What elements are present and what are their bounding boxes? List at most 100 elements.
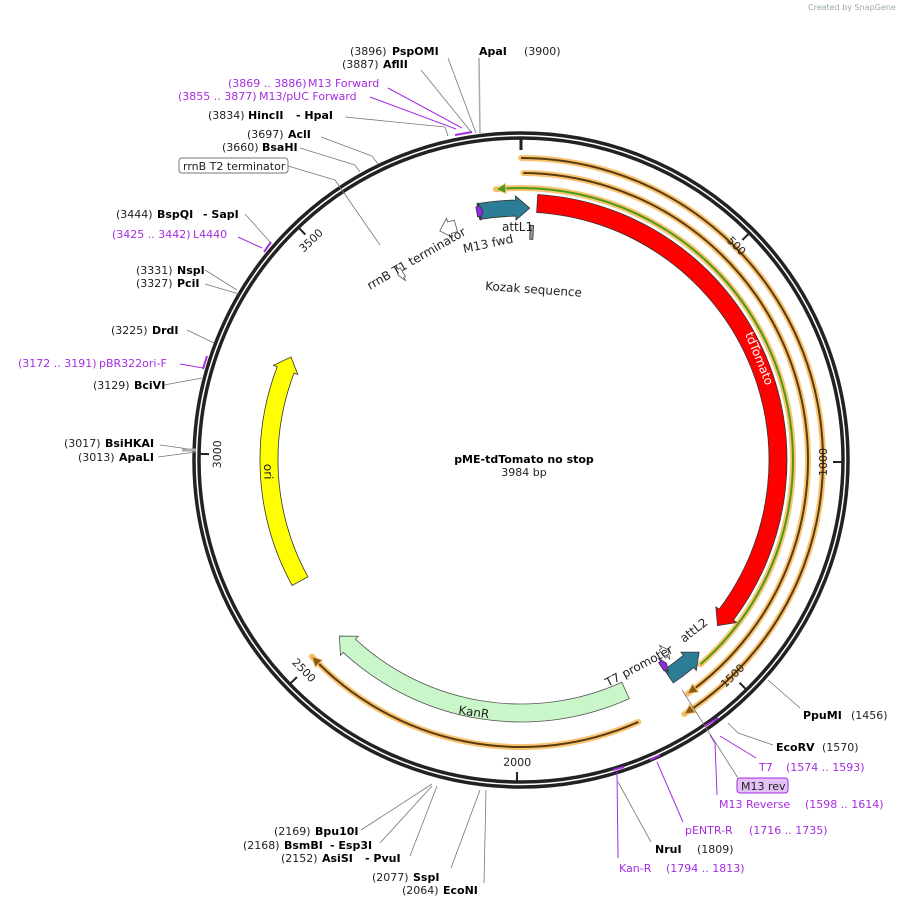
- primer-name: Kan-R: [619, 862, 652, 875]
- site-name: PspOMI: [392, 45, 439, 58]
- plasmid-length: 3984 bp: [501, 466, 546, 479]
- primer-pbr322ori-f[interactable]: (3172 .. 3191) pBR322ori-F: [18, 357, 167, 370]
- primer-m13-puc-forward[interactable]: (3855 .. 3877) M13/pUC Forward: [178, 90, 357, 103]
- site-position: (3225): [111, 324, 148, 337]
- site-name: BspQI: [157, 208, 193, 221]
- site-name: ApaI: [479, 45, 507, 58]
- plasmid-name: pME-tdTomato no stop: [454, 453, 594, 466]
- primer-name: M13/pUC Forward: [259, 90, 357, 103]
- site-position: (3444): [116, 208, 153, 221]
- feature-tdtomato: [536, 194, 788, 627]
- track-arrowhead: [683, 703, 697, 715]
- feature-label-ori[interactable]: ori: [261, 464, 276, 480]
- primer-name: pENTR-R: [685, 824, 733, 837]
- site-position: (3896): [350, 45, 387, 58]
- site-aflii[interactable]: (3887) AflII: [342, 58, 408, 71]
- site-bsihkai[interactable]: (3017) BsiHKAI: [64, 437, 154, 450]
- site-position: (3660): [222, 141, 259, 154]
- primer-range: (1794 .. 1813): [666, 862, 745, 875]
- site-ppumi[interactable]: PpuMI (1456): [803, 709, 888, 722]
- tick-mark: [289, 676, 298, 685]
- feature-rrnb-t1-terminator: [439, 217, 458, 239]
- site-position: (3834): [208, 109, 245, 122]
- site-name: AflII: [383, 58, 408, 71]
- tick-label: 3000: [211, 440, 225, 468]
- site-position: (2064): [402, 884, 439, 897]
- site-pspomi[interactable]: (3896) PspOMI: [350, 45, 439, 58]
- tick-mark: [741, 232, 751, 241]
- site-position: (2168): [243, 839, 280, 852]
- track-arrowhead: [686, 683, 700, 695]
- site-acli[interactable]: (3697) AclI: [247, 128, 311, 141]
- site-apai[interactable]: ApaI (3900): [479, 45, 561, 58]
- track-line: [523, 172, 809, 695]
- site-name: EcoNI: [443, 884, 478, 897]
- site-name: HincII: [248, 109, 284, 122]
- site-apali[interactable]: (3013) ApaLI: [78, 451, 154, 464]
- site-name-2: - Esp3I: [330, 839, 372, 852]
- primer-name: M13 Forward: [308, 77, 379, 90]
- tick-mark: [738, 681, 748, 691]
- feature-label-kozak[interactable]: Kozak sequence: [485, 279, 583, 300]
- site-position: (3887): [342, 58, 379, 71]
- site-bsahi[interactable]: (3660) BsaHI: [222, 141, 298, 154]
- site-name-2: - PvuI: [365, 852, 401, 865]
- site-ecorv[interactable]: EcoRV (1570): [776, 741, 859, 754]
- leader-lines: [157, 57, 801, 884]
- label-text: rrnB T2 terminator: [183, 160, 286, 173]
- primer-m13-forward[interactable]: (3869 .. 3886) M13 Forward: [228, 77, 379, 90]
- feature-attl1: [476, 195, 531, 221]
- site-nrui[interactable]: NruI (1809): [655, 843, 734, 856]
- feature-rrnb-t2-terminator: [395, 265, 407, 282]
- site-bpu10i[interactable]: (2169) Bpu10I: [274, 825, 359, 838]
- label-m13-rev[interactable]: M13 rev: [736, 777, 789, 794]
- site-hincii-hpai[interactable]: (3834) HincII - HpaI: [208, 109, 333, 122]
- feature-label-attL2[interactable]: attL2: [677, 615, 710, 645]
- site-nspi[interactable]: (3331) NspI: [136, 264, 205, 277]
- tick-label: 1000: [817, 448, 830, 476]
- feature-t7-promoter: [658, 644, 671, 660]
- primer-l4440[interactable]: (3425 .. 3442) L4440: [112, 228, 227, 241]
- feature-label-m13-fwd[interactable]: M13 fwd: [462, 232, 515, 256]
- primer-name: L4440: [193, 228, 227, 241]
- site-name: DrdI: [152, 324, 179, 337]
- feature-label-attL1[interactable]: attL1: [502, 220, 533, 234]
- features: [259, 194, 788, 723]
- primer-range: (3172 .. 3191): [18, 357, 97, 370]
- site-name: ApaLI: [119, 451, 154, 464]
- site-position: (3017): [64, 437, 101, 450]
- site-bsmbi-esp3i[interactable]: (2168) BsmBI - Esp3I: [243, 839, 372, 852]
- site-position: (2169): [274, 825, 311, 838]
- site-position: (2152): [281, 852, 318, 865]
- primer-kan-r[interactable]: Kan-R (1794 .. 1813): [619, 862, 745, 875]
- primer-t7[interactable]: T7 (1574 .. 1593): [758, 761, 865, 774]
- primer-pentr-r[interactable]: pENTR-R (1716 .. 1735): [685, 824, 828, 837]
- label-rrnb-t2-terminator[interactable]: rrnB T2 terminator: [178, 157, 289, 174]
- site-position: (3327): [136, 277, 173, 290]
- primer-m13-reverse[interactable]: M13 Reverse (1598 .. 1614): [719, 798, 884, 811]
- primer-name: pBR322ori-F: [99, 357, 167, 370]
- feature-tracks: [308, 155, 826, 750]
- primer-range: (3869 .. 3886): [228, 77, 307, 90]
- feature-ori: [259, 356, 309, 587]
- site-name: PpuMI: [803, 709, 842, 722]
- track-arrowhead: [494, 182, 507, 195]
- site-position: (1570): [822, 741, 859, 754]
- site-drdi[interactable]: (3225) DrdI: [111, 324, 179, 337]
- site-pcii[interactable]: (3327) PciI: [136, 277, 199, 290]
- site-position: (3697): [247, 128, 284, 141]
- primer-name: M13 Reverse: [719, 798, 790, 811]
- primer-name: T7: [758, 761, 773, 774]
- site-sspi[interactable]: (2077) SspI: [372, 871, 439, 884]
- site-bspqi-sapi[interactable]: (3444) BspQI - SapI: [116, 208, 239, 221]
- site-asisi-pvui[interactable]: (2152) AsiSI - PvuI: [281, 852, 401, 865]
- feature-label-kanr[interactable]: KanR: [458, 703, 491, 721]
- site-econi[interactable]: (2064) EcoNI: [402, 884, 478, 897]
- feature-label-rrnb-t1[interactable]: rrnB T1 terminator: [365, 225, 469, 293]
- track-line: [520, 157, 824, 715]
- site-name: AclI: [288, 128, 311, 141]
- site-bcivi[interactable]: (3129) BciVI: [93, 379, 165, 392]
- site-name: BsiHKAI: [105, 437, 154, 450]
